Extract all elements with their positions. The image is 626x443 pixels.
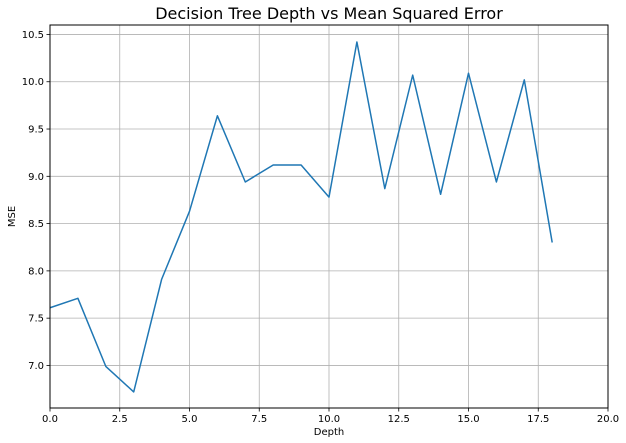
y-tick-label: 7.5	[28, 314, 44, 325]
x-tick-label: 0.0	[42, 414, 58, 425]
chart-title: Decision Tree Depth vs Mean Squared Erro…	[155, 4, 503, 23]
y-tick-label: 8.5	[28, 219, 44, 230]
x-tick-label: 5.0	[182, 414, 198, 425]
grid-layer	[49, 25, 609, 408]
x-tick-label: 7.5	[251, 414, 267, 425]
x-tick-label: 12.5	[388, 414, 410, 425]
y-tick-label: 9.0	[28, 172, 44, 183]
y-axis-label: MSE	[7, 206, 18, 227]
y-tick-label: 7.0	[28, 361, 44, 372]
x-tick-label: 2.5	[112, 414, 128, 425]
y-tick-label: 10.0	[22, 77, 44, 88]
line-layer	[49, 41, 553, 393]
series-line	[49, 41, 553, 393]
y-tick-label: 10.5	[22, 30, 44, 41]
x-tick-label: 17.5	[527, 414, 549, 425]
x-tick-label: 10.0	[318, 414, 340, 425]
y-tick-label: 8.0	[28, 266, 44, 277]
x-tick-label: 20.0	[597, 414, 619, 425]
x-axis-label: Depth	[314, 427, 344, 438]
y-tick-label: 9.5	[28, 125, 44, 136]
tick-layer: 0.0 2.5 5.0 7.5 10.0 12.5 15.0 17.5 20.0 7.0 7.5 8.…	[22, 30, 619, 425]
x-tick-label: 15.0	[457, 414, 479, 425]
